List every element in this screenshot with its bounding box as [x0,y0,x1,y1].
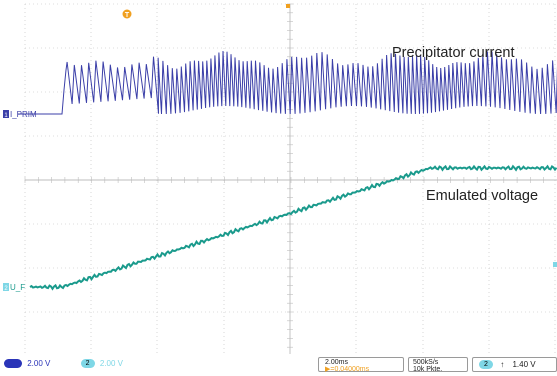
ch1-scale[interactable]: 2.00 V [27,359,51,368]
channel-scales-panel: 2.00 V 2 2.00 V [2,357,314,372]
ch2-level-marker[interactable]: 2 U_F [3,283,25,292]
trigger-channel-number: 2 [484,361,488,369]
acquisition-panel[interactable]: 500kS/s 10k Pkte. [408,357,468,373]
trigger-marker-label: T [125,12,130,19]
ch1-level-marker[interactable]: 1 I_PRIM [3,110,37,119]
ch2-name-label: U_F [10,283,25,292]
timebase-value: 2.00ms [325,359,348,366]
center-marker [286,4,290,8]
emulated-voltage-trace [29,164,557,291]
ch1-marker-number: 1 [4,113,8,119]
timebase-panel[interactable]: 2.00ms ▶=0.04000ms [318,357,404,373]
trigger-level-value: 1.40 V [512,360,536,369]
ch2-scale[interactable]: 2.00 V [99,359,123,368]
trigger-panel[interactable]: 2 ↑ 1.40 V [472,357,557,372]
ch2-chip-number: 2 [85,360,90,368]
sample-rate-value: 500kS/s [413,359,439,366]
trigger-offset-value: ▶=0.04000ms [325,366,370,373]
precipitator-current-trace [18,50,557,115]
ch1-name-label: I_PRIM [10,110,37,119]
trigger-position-marker[interactable]: T [122,9,132,20]
ch2-chip-icon[interactable]: 2 [80,359,95,369]
status-bar: 2.00 V 2 2.00 V 2.00ms ▶=0.04000ms 500kS… [0,354,557,376]
emulated-voltage-label: Emulated voltage [426,188,538,204]
ch2-right-edge-marker [553,262,557,267]
ch1-chip-icon[interactable] [4,359,22,369]
record-length-value: 10k Pkte. [413,366,443,373]
trigger-channel-chip-icon: 2 [479,360,493,370]
trigger-slope-icon: ↑ [500,360,505,369]
precipitator-current-label: Precipitator current [392,45,515,61]
ch2-marker-number: 2 [4,286,8,292]
